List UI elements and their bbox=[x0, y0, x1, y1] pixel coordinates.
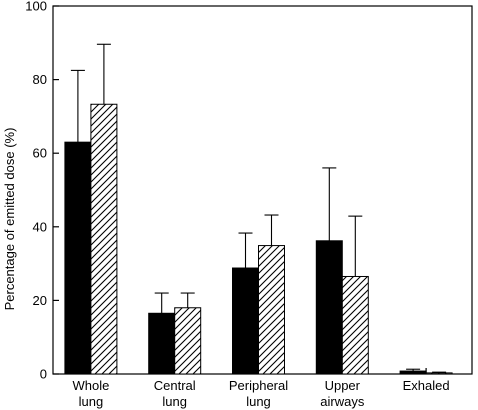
y-tick-label: 100 bbox=[25, 0, 47, 14]
x-category-label: airways bbox=[320, 394, 365, 409]
bar-group bbox=[64, 43, 453, 375]
y-tick-label: 40 bbox=[33, 219, 47, 234]
y-tick-label: 80 bbox=[33, 72, 47, 87]
x-category-label: Peripheral bbox=[229, 378, 288, 393]
bar-solid-3 bbox=[315, 240, 343, 375]
x-category-label: Whole bbox=[72, 378, 109, 393]
y-tick-label: 20 bbox=[33, 293, 47, 308]
bar-hatched-4 bbox=[425, 372, 453, 375]
x-category-label: Exhaled bbox=[403, 378, 450, 393]
bar-hatched-3 bbox=[341, 275, 369, 375]
bar-hatched-0 bbox=[90, 103, 118, 375]
bar-solid-0 bbox=[64, 141, 92, 375]
x-category-label: Upper bbox=[325, 378, 361, 393]
x-category-label: lung bbox=[162, 394, 187, 409]
x-category-label: Central bbox=[154, 378, 196, 393]
y-tick-label: 0 bbox=[40, 367, 47, 382]
y-tick-label: 60 bbox=[33, 146, 47, 161]
x-category-label: lung bbox=[79, 394, 104, 409]
bar-hatched-2 bbox=[258, 245, 285, 375]
y-axis-title: Percentage of emitted dose (%) bbox=[2, 128, 17, 311]
bar-solid-2 bbox=[232, 267, 259, 375]
label-group: 020406080100WholelungCentrallungPeripher… bbox=[25, 0, 449, 409]
bar-hatched-1 bbox=[174, 307, 202, 375]
bar-solid-1 bbox=[148, 312, 176, 375]
bar-solid-4 bbox=[399, 370, 427, 375]
x-category-label: lung bbox=[246, 394, 271, 409]
